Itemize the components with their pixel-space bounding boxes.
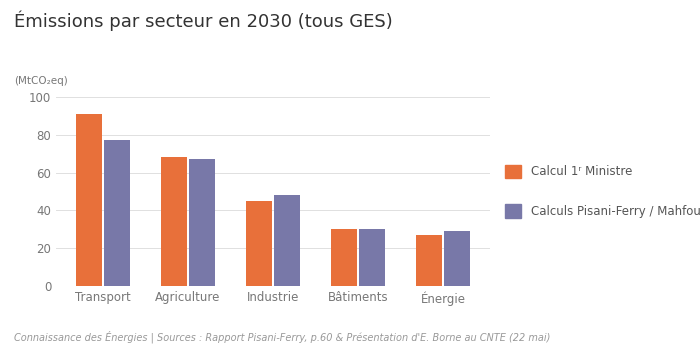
- Bar: [189, 159, 215, 286]
- Text: (MtCO₂eq): (MtCO₂eq): [14, 76, 68, 86]
- Bar: [331, 229, 357, 286]
- Legend: Calcul 1ʳ Ministre, Calculs Pisani-Ferry / Mahfouz: Calcul 1ʳ Ministre, Calculs Pisani-Ferry…: [505, 165, 700, 218]
- Bar: [274, 195, 300, 286]
- Text: Émissions par secteur en 2030 (tous GES): Émissions par secteur en 2030 (tous GES): [14, 10, 393, 31]
- Bar: [161, 157, 187, 286]
- Bar: [444, 231, 470, 286]
- Bar: [246, 201, 272, 286]
- Text: Connaissance des Énergies | Sources : Rapport Pisani-Ferry, p.60 & Présentation : Connaissance des Énergies | Sources : Ra…: [14, 331, 550, 343]
- Bar: [359, 229, 385, 286]
- Bar: [416, 235, 442, 286]
- Bar: [104, 140, 130, 286]
- Bar: [76, 114, 101, 286]
